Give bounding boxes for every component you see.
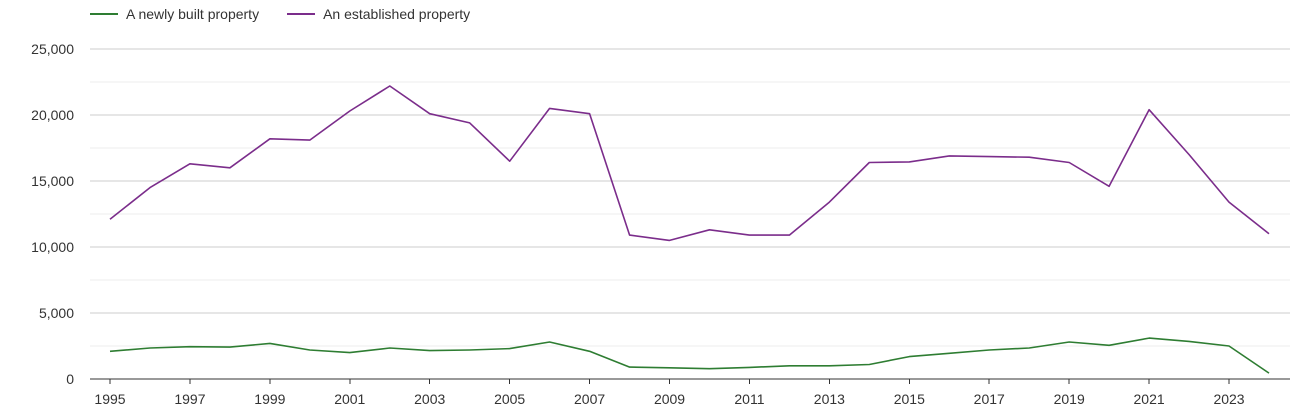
data-point-established[interactable]: [825, 198, 833, 206]
x-tick-label: 2007: [574, 391, 605, 407]
data-point-newly-built[interactable]: [306, 346, 314, 354]
data-point-newly-built[interactable]: [825, 362, 833, 370]
x-tick-label: 2023: [1213, 391, 1244, 407]
data-point-established[interactable]: [266, 135, 274, 143]
data-point-established[interactable]: [1265, 230, 1273, 238]
x-tick-label: 2011: [734, 391, 764, 407]
x-tick-label: 2015: [894, 391, 925, 407]
data-point-newly-built[interactable]: [146, 344, 154, 352]
grid-layer: [90, 48, 1290, 380]
data-point-newly-built[interactable]: [266, 339, 274, 347]
data-point-established[interactable]: [306, 136, 314, 144]
series-line-established[interactable]: [109, 85, 1270, 242]
data-point-newly-built[interactable]: [1225, 342, 1233, 350]
x-tick-label: 1999: [254, 391, 285, 407]
legend-swatch-newly-built: [90, 13, 118, 15]
data-point-newly-built[interactable]: [945, 349, 953, 357]
data-point-newly-built[interactable]: [905, 353, 913, 361]
data-point-newly-built[interactable]: [186, 343, 194, 351]
data-point-established[interactable]: [745, 231, 753, 239]
data-point-established[interactable]: [506, 157, 514, 165]
data-point-newly-built[interactable]: [985, 346, 993, 354]
data-point-newly-built[interactable]: [1265, 369, 1273, 377]
data-point-newly-built[interactable]: [466, 346, 474, 354]
y-tick-label: 20,000: [31, 107, 74, 123]
legend-item-newly-built[interactable]: A newly built property: [90, 6, 259, 22]
x-tick-label: 2009: [654, 391, 685, 407]
data-point-established[interactable]: [985, 153, 993, 161]
data-point-established[interactable]: [785, 231, 793, 239]
legend-label-newly-built: A newly built property: [126, 6, 260, 22]
data-point-established[interactable]: [626, 231, 634, 239]
data-point-newly-built[interactable]: [745, 363, 753, 371]
x-tick-label: 2005: [494, 391, 525, 407]
legend-item-established[interactable]: An established property: [287, 6, 470, 22]
x-tick-label: 1997: [174, 391, 205, 407]
data-point-newly-built[interactable]: [1185, 337, 1193, 345]
y-tick-label: 25,000: [31, 41, 74, 57]
legend-swatch-established: [287, 13, 316, 15]
data-point-newly-built[interactable]: [626, 363, 634, 371]
data-point-established[interactable]: [226, 164, 234, 172]
y-tick-label: 10,000: [31, 239, 74, 255]
data-point-established[interactable]: [546, 104, 554, 112]
data-point-established[interactable]: [905, 158, 913, 166]
series-layer: [106, 82, 1273, 377]
data-point-established[interactable]: [945, 152, 953, 160]
legend-label-established: An established property: [323, 6, 471, 22]
data-point-newly-built[interactable]: [1105, 341, 1113, 349]
data-point-newly-built[interactable]: [506, 345, 514, 353]
x-tick-label: 2017: [974, 391, 1005, 407]
data-point-newly-built[interactable]: [1145, 334, 1153, 342]
data-point-established[interactable]: [1025, 153, 1033, 161]
data-point-newly-built[interactable]: [785, 362, 793, 370]
axis-layer: 0 5,000 10,000 15,000 20,000 25,000 1995 1997 19…: [31, 41, 1245, 407]
data-point-established[interactable]: [865, 159, 873, 167]
data-point-established[interactable]: [1185, 151, 1193, 159]
data-point-newly-built[interactable]: [705, 365, 713, 373]
data-point-established[interactable]: [1225, 198, 1233, 206]
y-tick-label: 5,000: [39, 305, 74, 321]
x-tick-label: 2021: [1134, 391, 1165, 407]
data-point-newly-built[interactable]: [426, 347, 434, 355]
data-point-established[interactable]: [1145, 106, 1153, 114]
series-line-newly-built[interactable]: [109, 337, 1270, 374]
data-point-established[interactable]: [106, 215, 114, 223]
data-point-newly-built[interactable]: [666, 364, 674, 372]
data-point-newly-built[interactable]: [1065, 338, 1073, 346]
data-point-established[interactable]: [586, 110, 594, 118]
data-point-established[interactable]: [426, 110, 434, 118]
data-point-established[interactable]: [1105, 182, 1113, 190]
y-tick-label: 0: [66, 371, 74, 387]
x-tick-label: 2001: [334, 391, 365, 407]
data-point-newly-built[interactable]: [386, 344, 394, 352]
data-point-newly-built[interactable]: [586, 347, 594, 355]
data-point-established[interactable]: [666, 236, 674, 244]
x-tick-label: 2019: [1054, 391, 1085, 407]
data-point-established[interactable]: [705, 226, 713, 234]
data-point-newly-built[interactable]: [865, 360, 873, 368]
data-point-newly-built[interactable]: [106, 347, 114, 355]
legend: A newly built property An established pr…: [90, 6, 470, 22]
data-point-newly-built[interactable]: [346, 349, 354, 357]
x-tick-label: 2013: [814, 391, 845, 407]
x-tick-label: 1995: [94, 391, 125, 407]
data-point-newly-built[interactable]: [1025, 344, 1033, 352]
data-point-established[interactable]: [146, 184, 154, 192]
x-tick-label: 2003: [414, 391, 445, 407]
data-point-established[interactable]: [1065, 159, 1073, 167]
data-point-established[interactable]: [386, 82, 394, 90]
data-point-established[interactable]: [466, 119, 474, 127]
data-point-established[interactable]: [346, 107, 354, 115]
y-tick-label: 15,000: [31, 173, 74, 189]
data-point-newly-built[interactable]: [226, 343, 234, 351]
data-point-established[interactable]: [186, 160, 194, 168]
data-point-newly-built[interactable]: [546, 338, 554, 346]
